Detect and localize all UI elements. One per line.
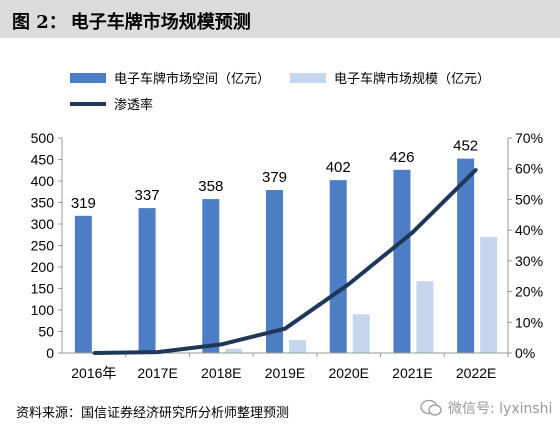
y2-tick-label-3: 30% [515,253,543,269]
x-tick-label-1: 2017E [137,365,177,381]
bar-market-space-2 [202,199,220,353]
data-label-3: 379 [262,169,287,186]
y-tick-label-5: 250 [31,238,55,254]
x-tick-label-4: 2020E [328,365,368,381]
bar-market-size-2 [225,348,243,353]
y2-tick-label-5: 50% [515,191,543,207]
y-tick-label-4: 200 [31,259,55,275]
legend-label-market-size: 电子车牌市场规模（亿元） [334,72,491,87]
bar-market-space-5 [393,169,411,353]
legend-item-market-size: 电子车牌市场规模（亿元） [290,68,490,87]
penetration-point-6 [474,168,478,172]
data-label-1: 337 [135,187,160,204]
bar-market-size-3 [289,340,306,353]
figure-title: 电子车牌市场规模预测 [70,12,251,33]
data-label-0: 319 [71,195,96,212]
bars-layer [74,158,498,353]
x-tick-label-5: 2021E [392,365,432,381]
y2-tick-label-0: 0% [515,345,535,361]
penetration-point-3 [283,327,287,331]
y-tick-label-10: 500 [31,130,55,146]
chart-legend: 电子车牌市场空间（亿元） 电子车牌市场规模（亿元） 渗透率 [0,0,560,120]
watermark-text: 微信号: lyxinshi [448,401,553,417]
data-label-6: 452 [453,138,478,155]
bar-market-space-4 [329,180,347,353]
penetration-point-4 [347,282,351,286]
legend-swatch-market-space [70,72,106,83]
labels-layer: 0 50 100 150 200 250 300 350 400 450 500 0% 10% 20% 30… [31,130,543,381]
bar-market-space-0 [74,215,92,353]
bar-market-space-6 [457,158,475,353]
watermark: 微信号: lyxinshi [420,398,552,418]
legend-label-market-space: 电子车牌市场空间（亿元） [114,72,271,87]
legend-item-market-space: 电子车牌市场空间（亿元） [70,68,270,87]
y-tick-label-6: 300 [31,216,55,232]
bar-market-size-5 [416,281,434,353]
y-tick-label-3: 150 [31,281,55,297]
penetration-point-0 [92,351,96,355]
figure-label: 图 2： [12,12,67,33]
legend-swatch-market-size [290,72,326,83]
y-tick-label-7: 350 [31,195,55,211]
y-tick-label-0: 0 [46,345,54,361]
x-tick-label-0: 2016年 [71,365,116,381]
y2-tick-label-1: 10% [515,314,543,330]
y2-tick-label-2: 20% [515,284,543,300]
y-tick-label-2: 100 [31,302,55,318]
bar-market-size-4 [352,314,370,353]
y-tick-label-8: 400 [31,173,55,189]
source-note: 资料来源：国信证券经济研究所分析师整理预测 [16,406,290,421]
y-tick-label-9: 450 [31,152,55,168]
bar-market-space-1 [138,208,156,353]
data-label-2: 358 [198,178,223,195]
penetration-point-5 [410,231,414,235]
data-label-4: 402 [326,159,351,176]
y2-tick-label-6: 60% [515,161,543,177]
figure-title-bar: 图 2： 电子车牌市场规模预测 [0,0,560,38]
penetration-point-1 [156,350,160,354]
data-label-5: 426 [389,149,414,166]
x-tick-label-2: 2018E [201,365,241,381]
y2-tick-label-7: 70% [515,130,543,146]
y2-tick-label-4: 40% [515,222,543,238]
bar-market-space-3 [266,190,283,353]
bar-market-size-6 [480,236,498,353]
legend-swatch-penetration [70,101,106,106]
legend-item-penetration: 渗透率 [70,94,153,113]
y-tick-label-1: 50 [38,324,54,340]
wechat-icon [420,399,442,416]
legend-label-penetration: 渗透率 [114,98,154,113]
x-tick-label-3: 2019E [265,365,305,381]
penetration-point-2 [219,342,223,346]
x-tick-label-6: 2022E [456,365,496,381]
